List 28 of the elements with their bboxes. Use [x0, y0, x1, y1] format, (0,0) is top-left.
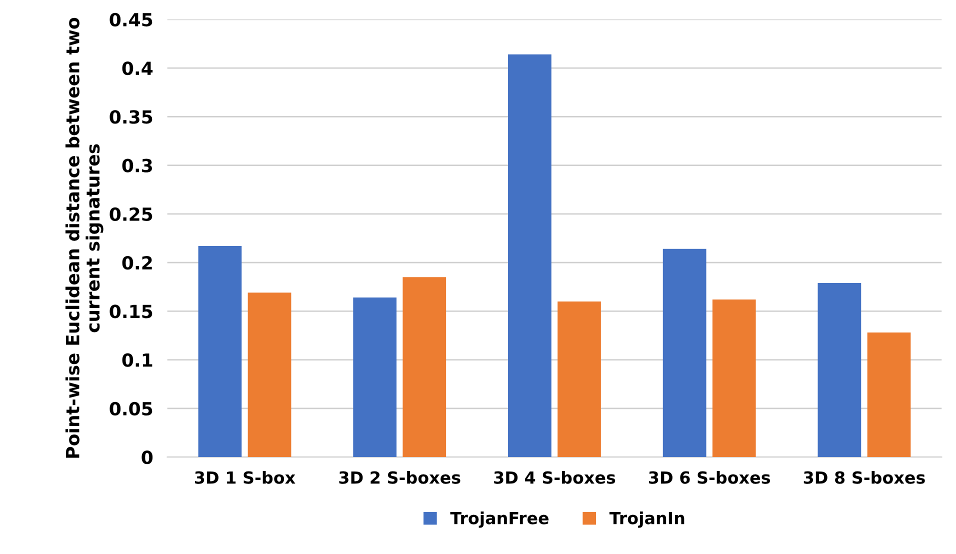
bar	[818, 282, 862, 458]
y-tick-label: 0.35	[110, 110, 152, 124]
y-tick-label: 0	[142, 450, 153, 464]
y-tick-label: 0.25	[110, 207, 152, 222]
x-tick-label: 3D 8 S-boxes	[804, 470, 925, 484]
x-tick-label: 3D 4 S-boxes	[494, 470, 616, 484]
y-tick-label: 0.1	[122, 353, 152, 367]
bar	[402, 277, 446, 458]
x-tick-label: 3D 1 S-box	[195, 470, 296, 484]
bar	[508, 54, 552, 458]
y-axis-title: Point-wise Euclidean distance between two current signatures	[65, 18, 104, 458]
y-tick-label: 0.3	[122, 158, 152, 172]
bar	[198, 246, 242, 458]
y-tick-label: 0.45	[110, 12, 152, 27]
x-tick-label: 3D 6 S-boxes	[649, 470, 770, 484]
y-tick-label: 0.2	[122, 256, 152, 270]
bar	[353, 298, 397, 458]
bar	[867, 332, 911, 458]
legend-label: TrojanFree	[450, 511, 549, 528]
y-tick-label: 0.4	[122, 61, 153, 76]
bar	[662, 248, 706, 458]
bar	[712, 299, 756, 458]
y-tick-label: 0.15	[110, 304, 152, 318]
y-tick-label: 0.05	[110, 402, 152, 416]
x-tick-label: 3D 2 S-boxes	[339, 470, 460, 484]
bar	[248, 292, 292, 458]
legend-label: TrojanIn	[609, 511, 684, 528]
bar	[558, 301, 601, 458]
